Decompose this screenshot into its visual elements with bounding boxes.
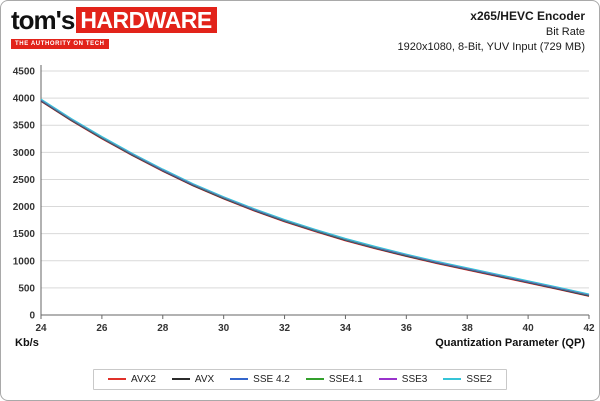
y-tick-label: 2500 <box>13 175 36 186</box>
x-tick-label: 34 <box>340 323 352 334</box>
x-tick-label: 28 <box>157 323 169 334</box>
series-line-SSE2 <box>40 98 590 295</box>
x-tick-label: 36 <box>401 323 413 334</box>
legend-swatch <box>378 378 397 380</box>
x-tick-label: 24 <box>35 323 47 334</box>
logo-tagline: THE AUTHORITY ON TECH <box>11 39 109 49</box>
y-tick-label: 4000 <box>13 94 36 105</box>
legend-label: AVX <box>194 373 215 385</box>
legend-swatch <box>443 378 462 380</box>
legend-label: SSE4.1 <box>328 373 363 385</box>
y-tick-label: 3500 <box>13 121 36 132</box>
legend-swatch <box>305 378 324 380</box>
y-tick-label: 0 <box>29 311 35 322</box>
legend-wrap: AVX2 AVX SSE 4.2 SSE4.1 SSE3 SSE2 <box>1 367 599 390</box>
x-tick-label: 40 <box>523 323 535 334</box>
chart-legend: AVX2 AVX SSE 4.2 SSE4.1 SSE3 SSE2 <box>93 368 507 390</box>
legend-label: AVX2 <box>131 373 156 385</box>
y-tick-label: 4500 <box>13 67 36 78</box>
toms-hardware-logo: tom's HARDWARE THE AUTHORITY ON TECH <box>11 7 217 49</box>
line-chart-plot: 0 500 1000 1500 2000 2500 3000 3500 4000 4500 24 26… <box>13 65 595 334</box>
series-line-AVX2 <box>40 100 590 297</box>
legend-swatch <box>171 378 190 380</box>
y-tick-label: 500 <box>18 283 35 294</box>
x-tick-label: 30 <box>218 323 230 334</box>
chart-input-details: 1920x1080, 8-Bit, YUV Input (729 MB) <box>397 41 585 53</box>
legend-item-SSE4.2: SSE 4.2 <box>230 374 290 385</box>
x-tick-label: 26 <box>96 323 108 334</box>
legend-item-AVX: AVX <box>171 373 215 385</box>
y-tick-label: 2000 <box>13 202 36 213</box>
legend-item-SSE3: SSE3 <box>378 373 428 385</box>
series-line-SSE4.2 <box>40 100 590 297</box>
legend-label: SSE2 <box>466 373 492 385</box>
legend-swatch <box>230 378 249 380</box>
series-line-AVX <box>40 100 590 297</box>
y-axis-title: Kb/s <box>15 337 39 349</box>
series-line-SSE4.1 <box>40 99 590 296</box>
legend-item-AVX2: AVX2 <box>108 374 156 385</box>
y-tick-label: 1000 <box>13 256 36 267</box>
title-block: x265/HEVC Encoder Bit Rate 1920x1080, 8-… <box>397 9 585 53</box>
x-tick-label: 38 <box>462 323 474 334</box>
series-line-SSE3 <box>40 99 590 296</box>
legend-label: SSE3 <box>401 373 428 385</box>
x-tick-label: 32 <box>279 323 291 334</box>
legend-item-SSE4.1: SSE4.1 <box>305 373 363 385</box>
y-tick-label: 1500 <box>13 229 36 240</box>
logo-hardware-text: HARDWARE <box>76 7 217 33</box>
chart-subtitle: Bit Rate <box>545 26 585 38</box>
legend-label: SSE 4.2 <box>253 373 290 385</box>
y-tick-label: 3000 <box>13 148 36 159</box>
chart-title: x265/HEVC Encoder <box>470 9 585 23</box>
legend-item-SSE2: SSE2 <box>443 374 492 385</box>
axis-titles-row: Kb/s Quantization Parameter (QP) <box>1 337 599 353</box>
legend-swatch <box>108 378 127 380</box>
chart-header: tom's HARDWARE THE AUTHORITY ON TECH x26… <box>1 1 599 61</box>
logo-toms-text: tom's <box>11 5 75 35</box>
x-tick-label: 42 <box>583 323 595 334</box>
x-axis-title: Quantization Parameter (QP) <box>435 337 585 349</box>
